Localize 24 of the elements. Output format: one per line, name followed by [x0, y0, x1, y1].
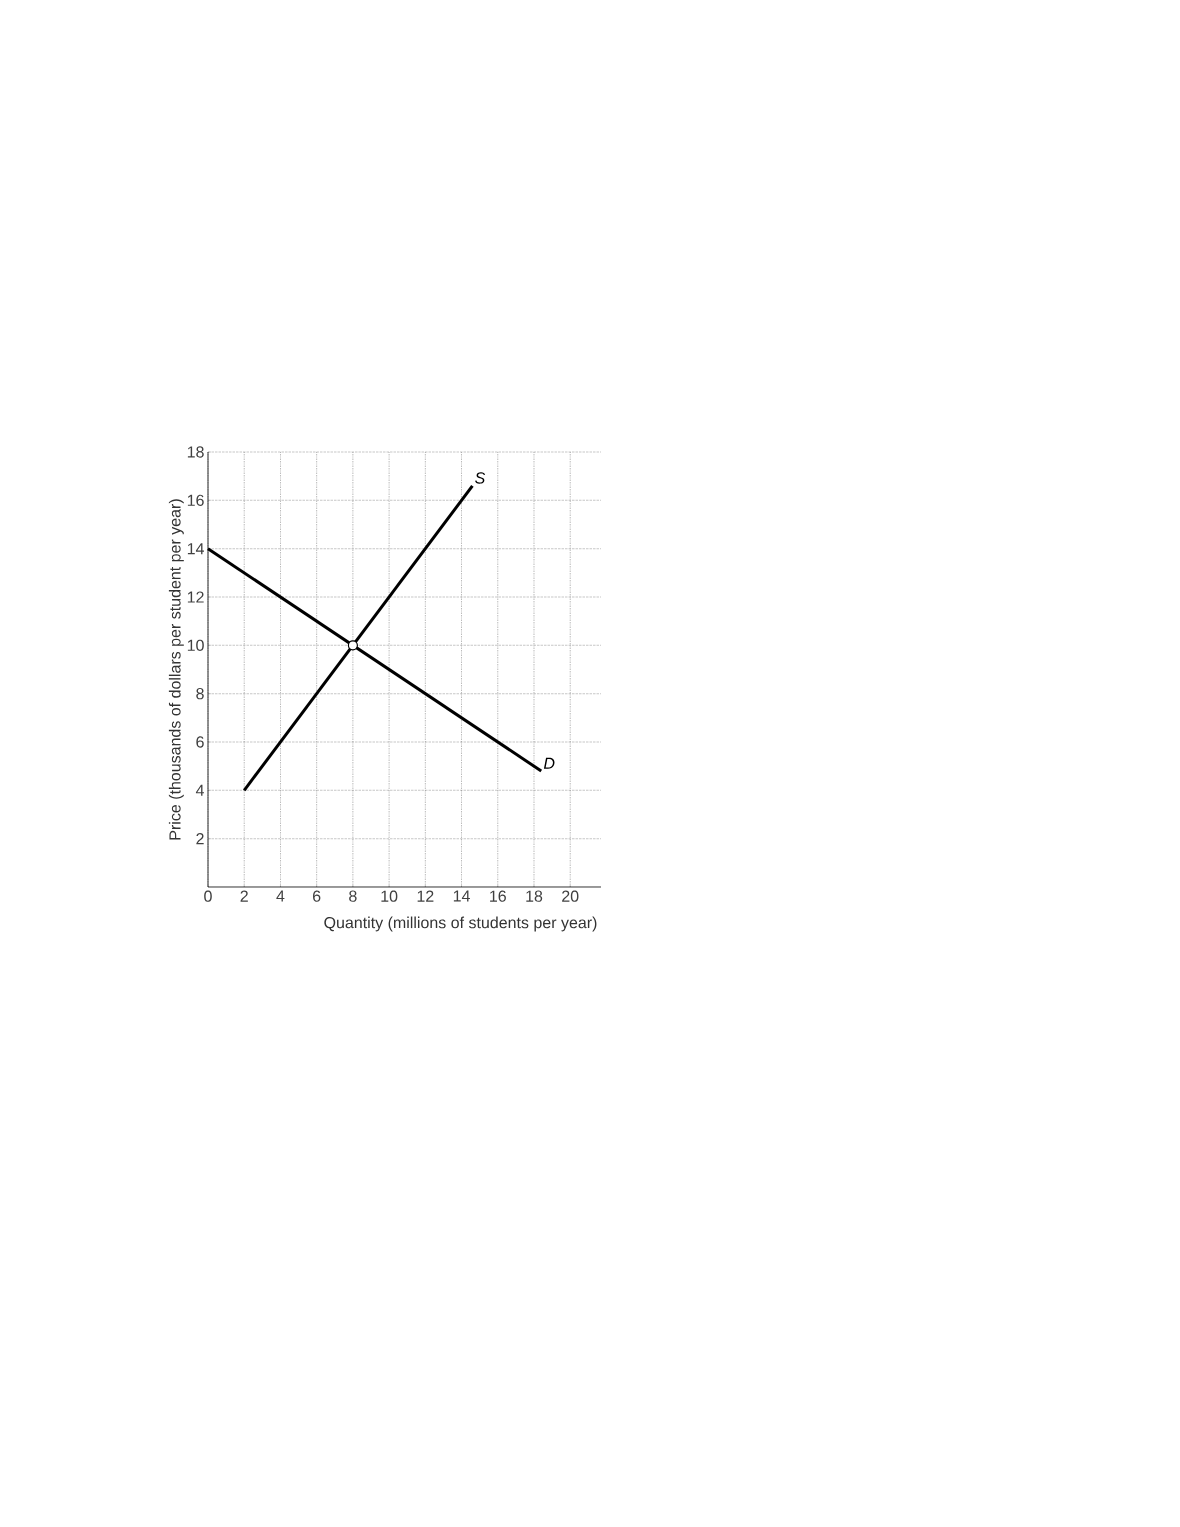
series-label: D	[543, 757, 555, 769]
x-tick-label: 8	[349, 890, 357, 902]
y-tick-label: 18	[187, 446, 204, 458]
x-tick-label: 0	[204, 890, 212, 902]
y-axis-title: Price (thousands of dollars per student per year)	[168, 499, 184, 840]
x-tick-label: 16	[490, 890, 506, 902]
y-tick-label: 10	[187, 639, 204, 651]
x-tick-label: 4	[276, 890, 285, 902]
x-axis-title: Quantity (millions of students per year)	[324, 916, 597, 932]
x-tick-label: 20	[562, 890, 579, 902]
series-label: S	[475, 472, 486, 484]
y-tick-label: 16	[187, 494, 204, 506]
y-tick-label: 8	[196, 688, 204, 700]
x-tick-label: 10	[381, 890, 398, 902]
x-tick-label: 12	[417, 890, 434, 902]
x-tick-label: 6	[313, 890, 321, 902]
y-tick-label: 2	[196, 833, 204, 845]
y-tick-label: 14	[187, 543, 204, 555]
x-tick-label: 14	[453, 890, 470, 902]
y-tick-label: 12	[187, 591, 204, 603]
y-tick-label: 6	[196, 736, 204, 748]
x-tick-label: 18	[526, 890, 543, 902]
x-tick-label: 2	[240, 890, 248, 902]
y-tick-label: 4	[195, 784, 204, 796]
